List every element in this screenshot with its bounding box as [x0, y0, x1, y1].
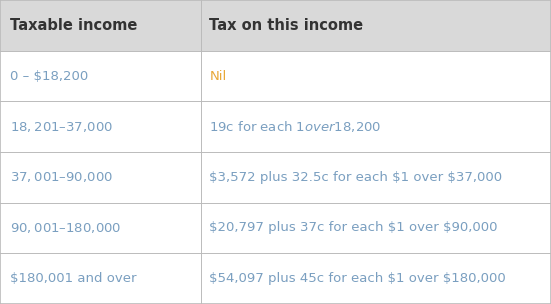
Text: Nil: Nil: [209, 70, 226, 82]
Bar: [0, 203, 551, 253]
Text: 19c for each $1 over $18,200: 19c for each $1 over $18,200: [209, 119, 382, 134]
Bar: [0, 51, 551, 101]
Bar: [0, 0, 551, 51]
Text: $18,201 – $37,000: $18,201 – $37,000: [10, 120, 113, 134]
Text: $54,097 plus 45c for each $1 over $180,000: $54,097 plus 45c for each $1 over $180,0…: [209, 272, 506, 285]
Text: $3,572 plus 32.5c for each $1 over $37,000: $3,572 plus 32.5c for each $1 over $37,0…: [209, 171, 503, 184]
Bar: [0, 253, 551, 304]
Text: Taxable income: Taxable income: [10, 18, 137, 33]
Bar: [0, 101, 551, 152]
Text: 0 – $18,200: 0 – $18,200: [10, 70, 88, 82]
Text: $180,001 and over: $180,001 and over: [10, 272, 137, 285]
Text: $20,797 plus 37c for each $1 over $90,000: $20,797 plus 37c for each $1 over $90,00…: [209, 222, 498, 234]
Text: $90,001 – $180,000: $90,001 – $180,000: [10, 221, 121, 235]
Bar: [0, 152, 551, 203]
Text: $37,001 – $90,000: $37,001 – $90,000: [10, 170, 113, 184]
Text: Tax on this income: Tax on this income: [209, 18, 364, 33]
